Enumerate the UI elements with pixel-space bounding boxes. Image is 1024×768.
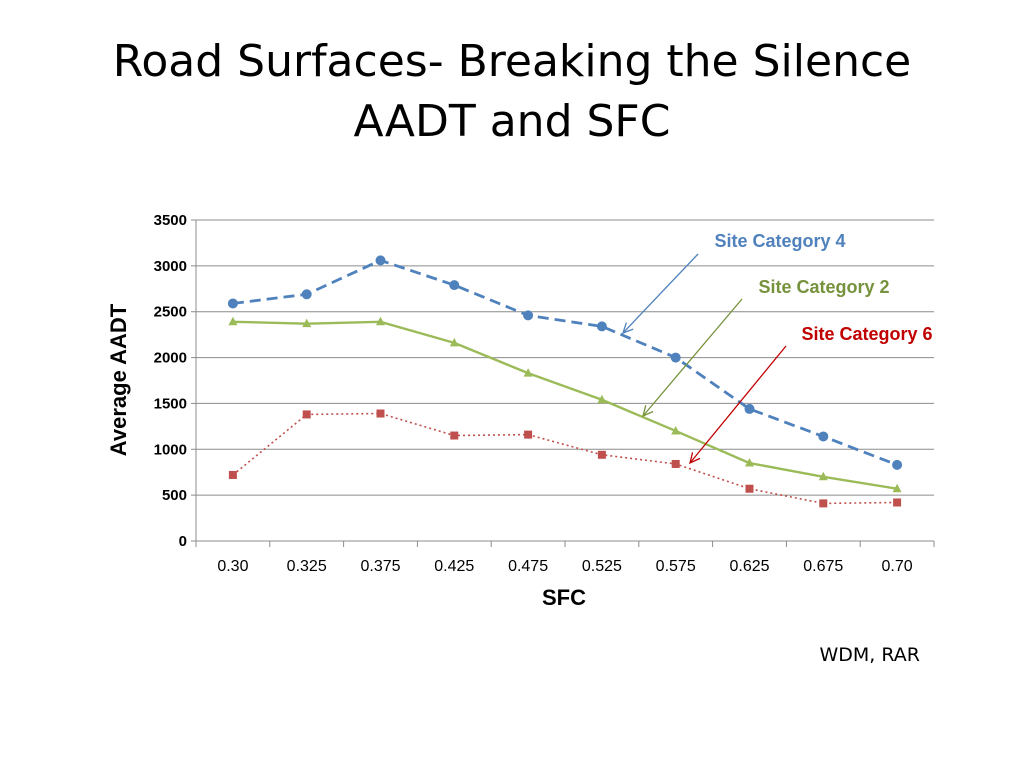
data-point-triangle — [376, 316, 385, 326]
data-point-triangle — [818, 471, 828, 481]
data-point-square — [671, 459, 680, 468]
y-tick-label: 3000 — [154, 258, 187, 275]
x-tick-label: 0.375 — [360, 558, 400, 575]
annotation-label: Site Category 2 — [758, 277, 889, 297]
data-point-square — [745, 484, 754, 493]
series-layer — [227, 255, 903, 508]
x-tick-label: 0.475 — [508, 558, 548, 575]
data-point-triangle — [671, 425, 681, 435]
annotation-site-category-6: Site Category 6 — [689, 324, 933, 465]
x-tick-label: 0.425 — [434, 558, 474, 575]
data-point-triangle — [892, 483, 902, 493]
data-point-circle — [449, 280, 460, 291]
annotation-arrow-line — [689, 345, 787, 464]
y-tick-label: 3500 — [154, 212, 187, 229]
annotation-label: Site Category 4 — [714, 231, 845, 251]
data-point-triangle — [302, 318, 312, 328]
annotation-site-category-2: Site Category 2 — [642, 277, 890, 418]
x-tick-label: 0.575 — [656, 558, 696, 575]
annotation-arrowhead — [621, 322, 634, 335]
x-tick-label: 0.525 — [582, 558, 622, 575]
x-tick-label: 0.625 — [729, 558, 769, 575]
slide-title-line-2: AADT and SFC — [353, 96, 671, 147]
x-tick-label: 0.325 — [287, 558, 327, 575]
x-tick-label: 0.675 — [803, 558, 843, 575]
annotation-label: Site Category 6 — [801, 324, 932, 344]
data-point-circle — [744, 403, 755, 414]
data-point-triangle — [523, 368, 533, 377]
data-point-square — [228, 470, 237, 479]
data-point-triangle — [228, 316, 238, 326]
data-point-circle — [301, 289, 312, 300]
series-site-category-6 — [228, 409, 902, 508]
x-axis-title: SFC — [542, 585, 586, 610]
data-point-circle — [818, 431, 829, 442]
y-axis-title: Average AADT — [106, 303, 131, 456]
y-tick-label: 0 — [179, 533, 187, 550]
data-point-square — [893, 498, 902, 507]
credit-text: WDM, RAR — [819, 644, 920, 666]
y-tick-label: 2500 — [154, 304, 187, 321]
series-site-category-4 — [227, 255, 903, 470]
series-site-category-2 — [228, 316, 902, 493]
data-point-square — [597, 450, 606, 459]
data-point-circle — [670, 352, 681, 363]
data-point-triangle — [597, 394, 607, 404]
data-point-square — [450, 431, 459, 440]
data-point-square — [819, 499, 828, 508]
annotation-arrow-line — [642, 298, 743, 417]
data-point-square — [302, 410, 311, 419]
slide-title-line-1: Road Surfaces- Breaking the Silence — [112, 36, 912, 87]
data-point-circle — [596, 321, 607, 332]
annotation-layer: Site Category 4 Site Category 2 Site Categ… — [621, 231, 933, 465]
y-tick-label: 1500 — [154, 395, 187, 412]
data-point-triangle — [745, 458, 754, 467]
y-tick-label: 2000 — [154, 350, 187, 367]
series-line — [232, 320, 898, 490]
axis-layer: 0 500 1000 1500 2000 2500 3000 3500 0.30 0.325 0.3… — [154, 212, 935, 575]
data-point-circle — [375, 255, 386, 266]
data-point-square — [524, 430, 533, 439]
data-point-circle — [523, 310, 534, 321]
slide-title: Road Surfaces- Breaking the Silence AADT… — [0, 32, 1024, 152]
x-tick-label: 0.30 — [217, 558, 248, 575]
series-line — [232, 258, 898, 467]
data-point-circle — [892, 459, 903, 470]
annotation-arrowhead — [642, 405, 654, 418]
series-line — [232, 412, 898, 505]
annotation-arrow-line — [622, 253, 699, 334]
x-tick-label: 0.70 — [882, 558, 913, 575]
data-point-square — [376, 409, 385, 418]
y-tick-label: 500 — [162, 487, 187, 504]
data-point-triangle — [449, 337, 459, 347]
annotation-site-category-4: Site Category 4 — [621, 231, 846, 335]
grid-layer — [196, 219, 934, 542]
annotation-arrowhead — [689, 452, 701, 465]
data-point-circle — [227, 298, 238, 309]
y-tick-label: 1000 — [154, 441, 187, 458]
